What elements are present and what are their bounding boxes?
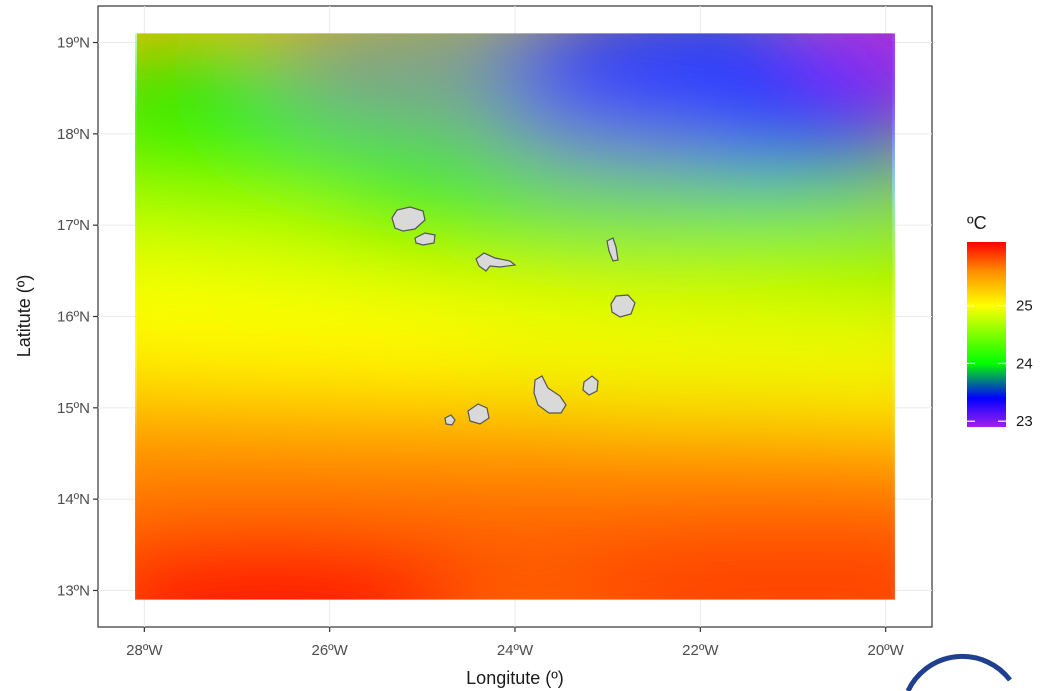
temperature-raster bbox=[135, 33, 895, 600]
legend-title: ºC bbox=[967, 213, 987, 233]
y-tick-label: 14ºN bbox=[57, 491, 90, 508]
colorbar-legend: ºC 25 24 23 bbox=[967, 213, 1033, 430]
island-fogo bbox=[467, 403, 490, 425]
island-boa-vista bbox=[610, 294, 636, 318]
x-tick-label: 20ºW bbox=[868, 642, 905, 659]
island-sal bbox=[606, 237, 619, 262]
island-sao-vicente bbox=[414, 232, 436, 246]
y-tick-label: 17ºN bbox=[57, 217, 90, 234]
y-tick-label: 15ºN bbox=[57, 400, 90, 417]
logo-partial bbox=[905, 653, 1012, 691]
colorbar bbox=[967, 242, 1006, 427]
islands bbox=[391, 206, 636, 426]
legend-ticks: 25 24 23 bbox=[967, 298, 1033, 430]
y-tick-label: 13ºN bbox=[57, 582, 90, 599]
x-tick-label: 28ºW bbox=[126, 642, 163, 659]
y-tick-label: 19ºN bbox=[57, 35, 90, 52]
island-sao-nicolau bbox=[475, 252, 517, 272]
island-maio bbox=[582, 375, 599, 396]
x-axis-title: Longitute (º) bbox=[466, 668, 564, 688]
x-axis-ticks: 28ºW 26ºW 24ºW 22ºW 20ºW bbox=[126, 627, 905, 659]
legend-tick-label: 24 bbox=[1016, 355, 1033, 372]
y-tick-label: 16ºN bbox=[57, 309, 90, 326]
island-santiago bbox=[533, 375, 567, 414]
island-brava bbox=[444, 414, 456, 426]
x-tick-label: 24ºW bbox=[497, 642, 534, 659]
island-santo-antao bbox=[391, 206, 426, 232]
legend-tick-label: 25 bbox=[1016, 298, 1033, 315]
y-axis-title: Latitute (º) bbox=[14, 275, 34, 358]
y-axis-ticks: 13ºN 14ºN 15ºN 16ºN 17ºN 18ºN 19ºN bbox=[57, 35, 98, 599]
x-tick-label: 26ºW bbox=[312, 642, 349, 659]
y-tick-label: 18ºN bbox=[57, 126, 90, 143]
legend-tick-label: 23 bbox=[1016, 413, 1033, 430]
x-tick-label: 22ºW bbox=[682, 642, 719, 659]
